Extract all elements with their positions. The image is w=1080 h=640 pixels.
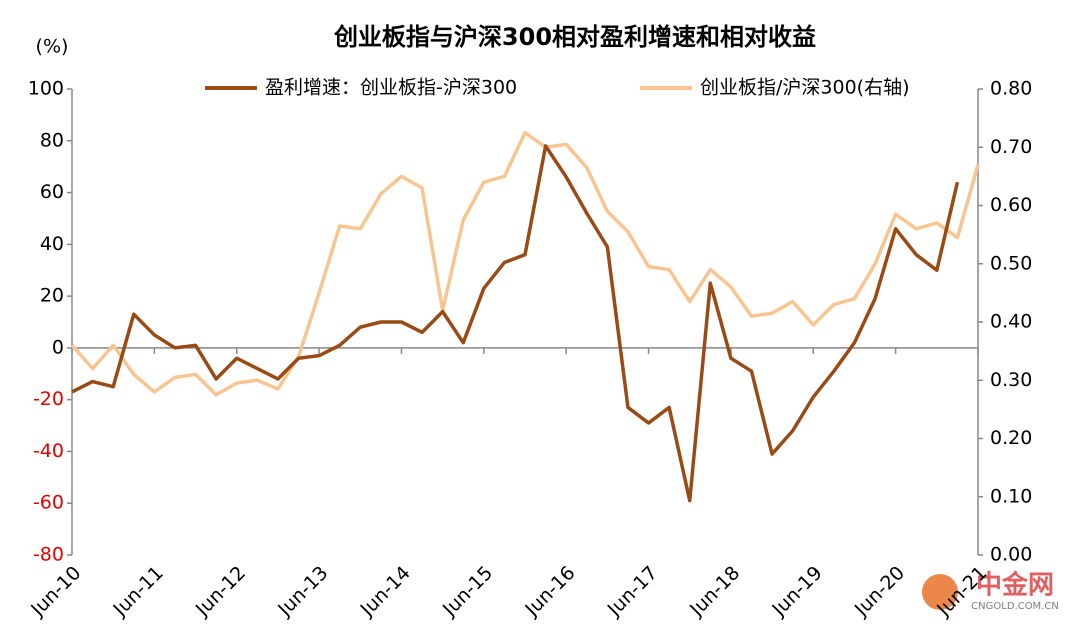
y-tick-label: -20 xyxy=(33,388,64,410)
y-tick-label: -60 xyxy=(33,492,64,514)
y2-tick-label: 0.20 xyxy=(990,427,1032,449)
y-unit: (%) xyxy=(36,36,69,58)
legend-label: 盈利增速：创业板指-沪深300 xyxy=(265,77,517,99)
series-line xyxy=(70,130,980,397)
x-tick-label: Jun-20 xyxy=(850,562,909,621)
watermark-url: CNGOLD.COM.CN xyxy=(971,601,1059,612)
x-tick-label: Jun-11 xyxy=(109,562,168,621)
series-line xyxy=(71,144,960,503)
y2-tick-label: 0.50 xyxy=(990,252,1032,274)
x-tick-label: Jun-13 xyxy=(273,562,332,621)
x-tick-label: Jun-19 xyxy=(767,562,826,621)
y-tick-label: 40 xyxy=(40,233,64,255)
y2-tick-label: 0.00 xyxy=(990,544,1032,566)
watermark-text: 中金网 xyxy=(976,570,1054,601)
y-tick-label: -40 xyxy=(33,440,64,462)
watermark: 中金网 CNGOLD.COM.CN xyxy=(922,570,1059,612)
x-tick-label: Jun-16 xyxy=(520,562,579,621)
x-tick-label: Jun-12 xyxy=(191,562,250,621)
watermark-logo xyxy=(922,574,958,610)
y-tick-label: 80 xyxy=(40,129,64,151)
y-tick-label: -80 xyxy=(33,544,64,566)
y2-tick-label: 0.30 xyxy=(990,369,1032,391)
x-tick-label: Jun-17 xyxy=(603,562,662,621)
y2-tick-label: 0.60 xyxy=(990,194,1032,216)
x-tick-label: Jun-14 xyxy=(356,562,415,621)
y-tick-label: 100 xyxy=(28,78,64,100)
legend-label: 创业板指/沪深300(右轴) xyxy=(700,77,910,99)
y-tick-label: 20 xyxy=(40,285,64,307)
y-tick-label: 60 xyxy=(40,181,64,203)
x-tick-label: Jun-18 xyxy=(685,562,744,621)
x-tick-label: Jun-10 xyxy=(26,562,85,621)
x-tick-label: Jun-15 xyxy=(438,562,497,621)
y2-tick-label: 0.70 xyxy=(990,136,1032,158)
y2-tick-label: 0.10 xyxy=(990,485,1032,507)
y2-tick-label: 0.40 xyxy=(990,311,1032,333)
chart-title: 创业板指与沪深300相对盈利增速和相对收益 xyxy=(333,23,816,51)
y-tick-label: 0 xyxy=(52,336,64,358)
y2-tick-label: 0.80 xyxy=(990,78,1032,100)
